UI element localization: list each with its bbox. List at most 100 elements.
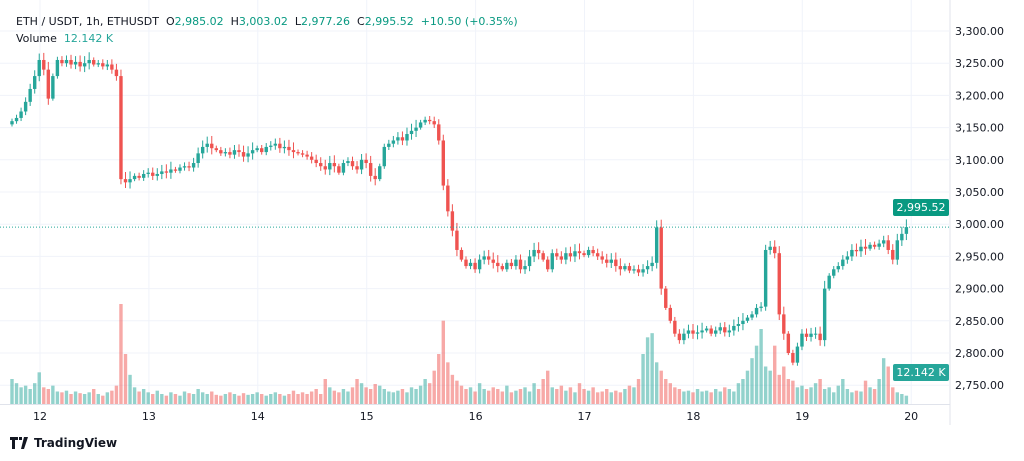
candle-body	[841, 259, 845, 267]
candle-body	[250, 150, 255, 154]
candle-body	[827, 275, 831, 289]
candle-body	[269, 145, 273, 147]
candle-body	[64, 59, 69, 64]
candle-body	[241, 152, 246, 157]
volume-bar	[818, 379, 822, 404]
volume-bar	[405, 392, 409, 404]
candle-body	[736, 324, 741, 326]
candle-body	[863, 246, 868, 249]
volume-bar	[341, 389, 346, 404]
volume-bar	[151, 394, 155, 404]
candle-body	[650, 262, 654, 267]
y-tick-label: 3,150.00	[955, 122, 1004, 135]
volume-bar	[618, 392, 623, 404]
candle-body	[387, 143, 391, 147]
volume-bar	[164, 395, 169, 404]
candle-body	[187, 166, 191, 168]
volume-bar	[509, 392, 514, 404]
y-tick-label: 3,050.00	[955, 186, 1004, 199]
low-value: 2,977.26	[301, 15, 351, 28]
candle-body	[33, 76, 37, 89]
candle-body	[468, 262, 473, 267]
volume-bar	[564, 390, 568, 404]
candle-body	[87, 59, 91, 64]
volume-bar	[850, 392, 854, 404]
candle-body	[723, 327, 727, 333]
volume-bar	[432, 370, 436, 404]
open-value: 2,985.02	[174, 15, 224, 28]
volume-bar	[296, 394, 300, 404]
volume-bar	[210, 391, 214, 404]
candle-body	[69, 59, 73, 65]
candle-body	[718, 327, 722, 331]
volume-bar	[450, 374, 455, 404]
candle-body	[845, 256, 850, 260]
volume-bar	[332, 390, 337, 404]
candle-body	[768, 246, 772, 250]
candle-body	[414, 127, 418, 131]
x-tick-label: 18	[686, 410, 700, 423]
volume-bar	[863, 380, 868, 404]
volume-bar	[745, 370, 750, 404]
y-tick-label: 3,250.00	[955, 57, 1004, 70]
volume-bar	[782, 366, 786, 404]
volume-bar	[246, 394, 250, 404]
candle-body	[741, 320, 745, 325]
candle-body	[359, 159, 364, 170]
candle-body	[877, 243, 881, 247]
volume-bar	[627, 385, 632, 404]
volume-bar	[832, 392, 836, 404]
volume-bar	[496, 389, 500, 404]
volume-bar	[69, 394, 73, 404]
candle-body	[437, 124, 441, 141]
candle-body	[623, 266, 627, 270]
candle-body	[605, 259, 609, 263]
y-tick-label: 2,850.00	[955, 315, 1004, 328]
volume-bar	[328, 387, 332, 404]
volume-bar	[400, 389, 405, 404]
volume-bar	[350, 387, 355, 404]
candle-body	[214, 148, 218, 151]
change-value: +10.50 (+0.35%)	[420, 15, 518, 28]
candle-body	[418, 122, 423, 128]
candle-body	[423, 119, 427, 123]
candle-body	[518, 259, 523, 270]
volume-bar	[786, 379, 791, 404]
volume-bar	[654, 362, 659, 404]
candle-body	[296, 152, 300, 154]
volume-bar	[682, 391, 686, 404]
volume-bar	[586, 390, 591, 404]
candle-body	[455, 230, 459, 250]
volume-bar	[364, 387, 368, 404]
candle-body	[800, 333, 804, 347]
volume-bar	[609, 392, 613, 404]
open-label: O	[165, 15, 175, 28]
volume-bar	[650, 333, 654, 404]
y-tick-label: 2,950.00	[955, 250, 1004, 263]
volume-bar	[187, 393, 191, 404]
tradingview-logo[interactable]: TradingView	[10, 436, 117, 450]
candle-body	[763, 249, 768, 307]
volume-bar	[623, 389, 627, 404]
volume-bar	[704, 390, 709, 404]
candle-body	[237, 150, 241, 153]
volume-bar	[237, 395, 241, 404]
volume-bar	[409, 387, 414, 404]
candle-body	[350, 161, 355, 167]
volume-bar	[632, 387, 636, 404]
volume-bar	[319, 394, 323, 404]
x-tick-label: 14	[251, 410, 265, 423]
candle-body	[446, 185, 450, 212]
volume-bar	[110, 390, 114, 404]
candle-body	[677, 333, 682, 341]
volume-bar	[173, 394, 178, 404]
volume-bar	[568, 387, 573, 404]
volume-bar	[800, 385, 804, 404]
candle-body	[309, 156, 314, 160]
candle-body	[314, 159, 318, 164]
volume-bar	[750, 358, 754, 404]
candle-body	[618, 266, 623, 270]
candle-body	[854, 249, 859, 252]
